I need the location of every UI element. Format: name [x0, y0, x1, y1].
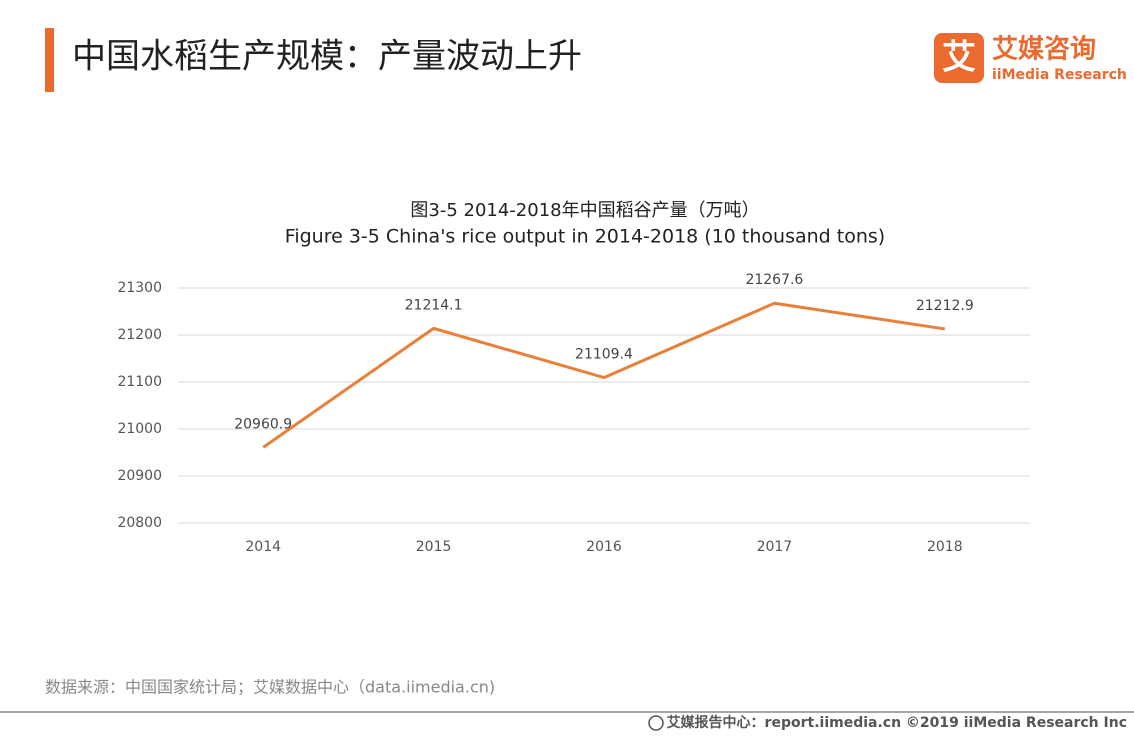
- chart-title: 图3-5 2014-2018年中国稻谷产量（万吨）: [410, 200, 759, 221]
- x-tick-label: 2017: [757, 539, 793, 555]
- x-tick-label: 2014: [245, 539, 281, 555]
- title-accent: [45, 28, 54, 92]
- y-tick-label: 20900: [117, 468, 162, 484]
- data-line: [262, 301, 946, 449]
- data-label: 21109.4: [575, 347, 633, 363]
- x-tick-label: 2018: [927, 539, 963, 555]
- data-label: 21212.9: [916, 298, 974, 314]
- logo-name: 艾媒咨询: [992, 34, 1096, 65]
- footer-icon: [648, 715, 664, 731]
- logo-box: [934, 33, 984, 83]
- y-tick-label: 20800: [117, 515, 162, 531]
- x-tick-label: 2015: [416, 539, 452, 555]
- logo-sub: iiMedia Research: [992, 67, 1127, 83]
- data-label: 21214.1: [405, 297, 463, 313]
- y-tick-label: 21000: [117, 421, 162, 437]
- source-note: 数据来源：中国国家统计局；艾媒数据中心（data.iimedia.cn): [45, 678, 495, 697]
- y-tick-label: 21200: [117, 327, 162, 343]
- y-tick-label: 21300: [117, 280, 162, 296]
- data-label: 21267.6: [745, 272, 803, 288]
- chart-subtitle: Figure 3-5 China's rice output in 2014-2…: [285, 226, 885, 248]
- logo-mark: 艾: [942, 38, 976, 78]
- x-tick-label: 2016: [586, 539, 622, 555]
- page-title: 中国水稻生产规模：产量波动上升: [72, 37, 582, 77]
- data-label: 20960.9: [234, 416, 292, 432]
- y-tick-label: 21100: [117, 374, 162, 390]
- footer-text: 艾媒报告中心：report.iimedia.cn ©2019 iiMedia R…: [667, 714, 1127, 731]
